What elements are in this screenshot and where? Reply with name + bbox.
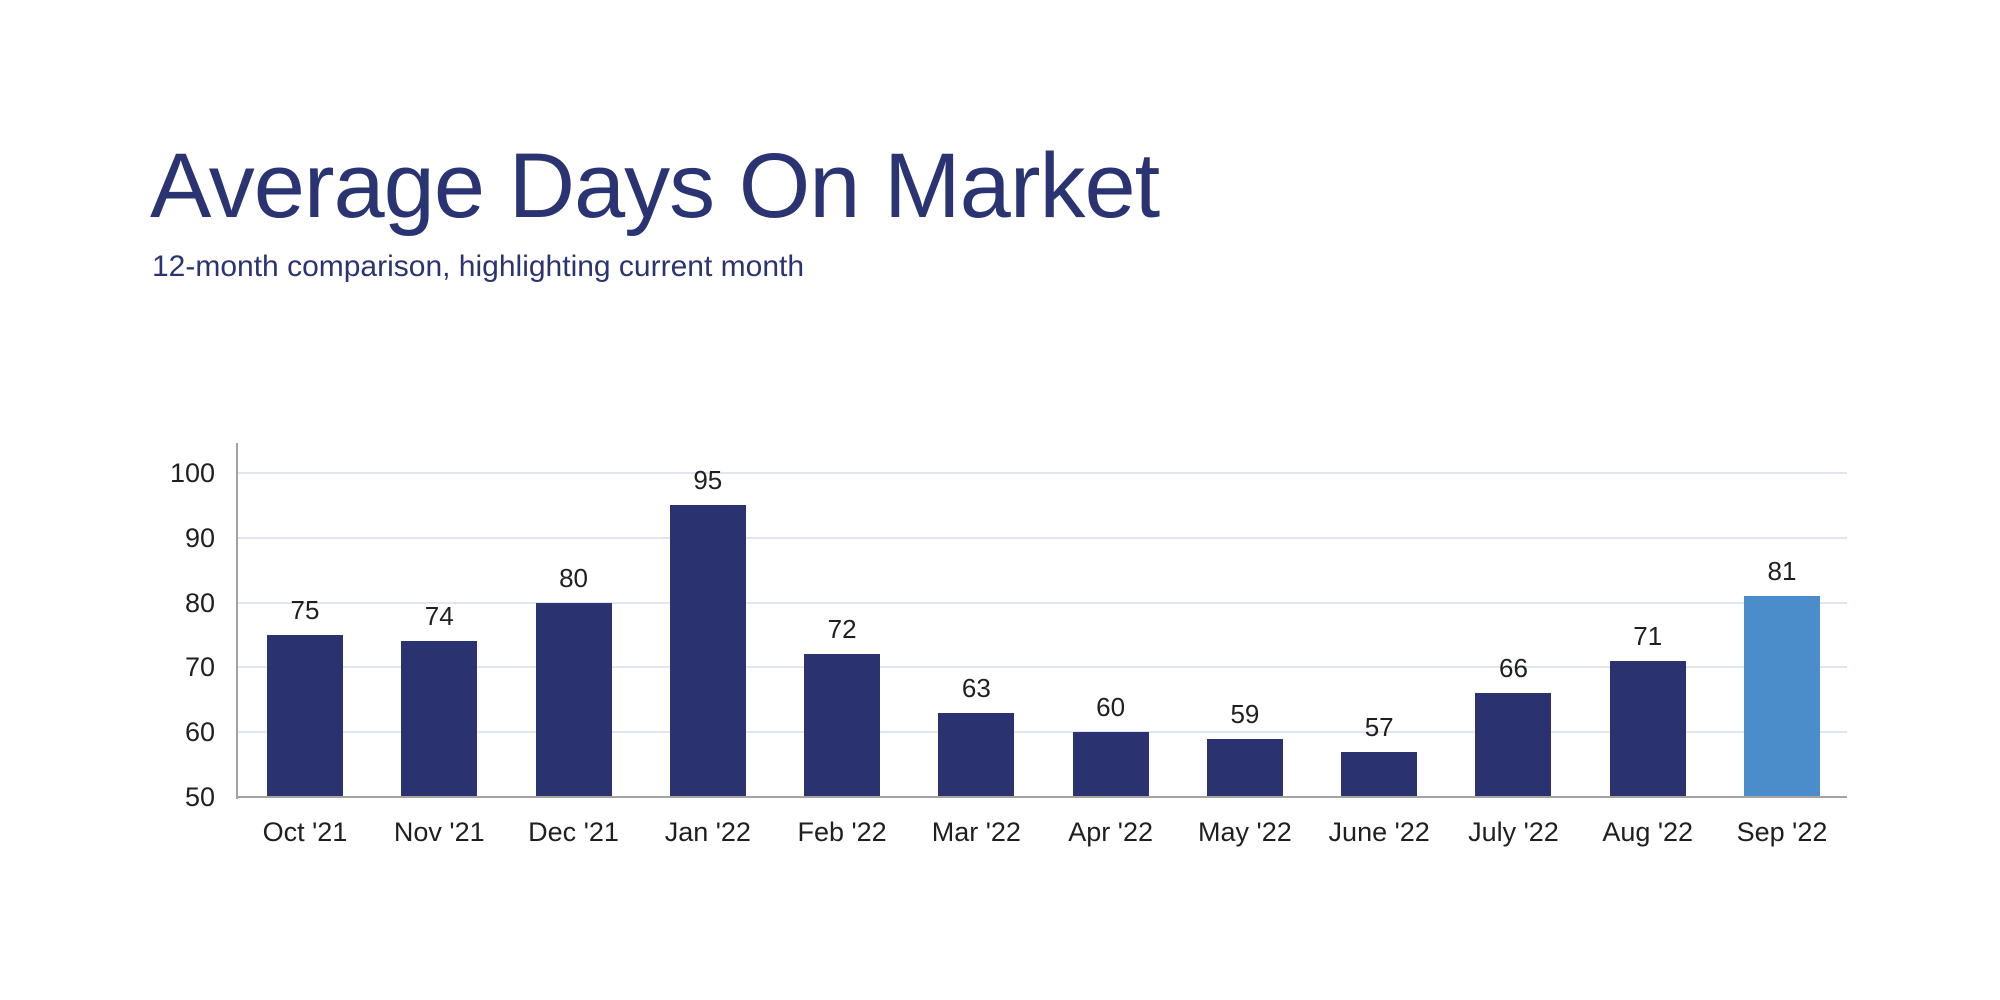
gridline	[238, 601, 1847, 604]
bar	[1341, 751, 1418, 797]
bar	[1609, 660, 1686, 797]
x-axis-label: Oct '21	[262, 817, 348, 847]
bar-value-label: 66	[1498, 653, 1528, 684]
bar	[1475, 693, 1552, 797]
bar-value-label: 74	[424, 601, 454, 632]
x-axis-label: Nov '21	[393, 817, 485, 847]
x-axis-line	[236, 796, 1847, 798]
x-axis-label: May '22	[1198, 817, 1292, 847]
bar	[1072, 732, 1149, 797]
bar-value-label: 72	[827, 614, 857, 645]
page-subtitle: 12-month comparison, highlighting curren…	[152, 250, 805, 283]
bar-value-label: 81	[1767, 556, 1797, 587]
gridline	[238, 472, 1847, 474]
x-axis-label: Dec '21	[528, 817, 619, 847]
bar	[401, 641, 478, 797]
x-axis-label: Aug '22	[1602, 817, 1694, 847]
y-axis-label: 90	[184, 522, 215, 553]
y-axis-line	[236, 443, 238, 799]
x-axis-label: Apr '22	[1068, 817, 1153, 847]
gridline	[238, 731, 1847, 734]
bar-value-label: 63	[961, 672, 991, 703]
bar	[938, 712, 1015, 797]
x-axis-label: Feb '22	[797, 817, 887, 847]
bar-value-label: 59	[1230, 698, 1260, 729]
bar-value-label: 95	[693, 465, 723, 496]
x-axis-label: Jan '22	[664, 817, 751, 847]
y-axis-label: 70	[184, 652, 215, 683]
bar-value-label: 80	[559, 562, 588, 593]
bar	[267, 635, 343, 797]
bar	[535, 602, 612, 797]
bar-value-label: 57	[1364, 711, 1394, 742]
bar	[1744, 596, 1820, 797]
bar-value-label: 71	[1633, 620, 1663, 651]
gridline	[238, 666, 1847, 669]
bar	[669, 505, 746, 797]
gridline	[238, 536, 1847, 539]
page-title: Average Days On Market	[150, 135, 1160, 237]
bar	[804, 654, 881, 797]
y-axis-label: 60	[184, 717, 215, 748]
x-axis-label: Sep '22	[1736, 817, 1828, 847]
y-axis-label: 80	[184, 587, 215, 618]
bar-value-label: 75	[290, 595, 320, 625]
x-axis-label: June '22	[1328, 817, 1430, 847]
bar	[1206, 738, 1283, 797]
x-axis-label: July '22	[1468, 817, 1559, 847]
y-axis-label: 100	[169, 458, 215, 488]
bar-value-label: 60	[1096, 692, 1126, 723]
x-axis-label: Mar '22	[931, 817, 1021, 847]
y-axis-label: 50	[184, 782, 215, 812]
